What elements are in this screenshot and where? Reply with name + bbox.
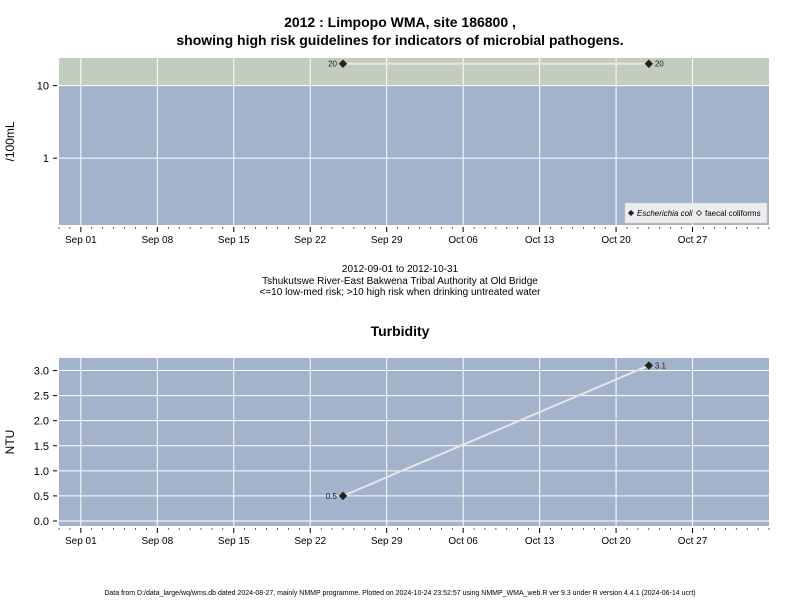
- x-tick-label: Sep 15: [218, 235, 250, 246]
- site-caption: Tshukutswe River-East Bakwena Tribal Aut…: [262, 276, 538, 287]
- data-point: [644, 59, 654, 68]
- x-tick-label: Oct 06: [448, 536, 478, 547]
- y-tick-label: 2.5: [34, 391, 49, 403]
- footer-note: Data from D:/data_large/wq/wms.db dated …: [104, 590, 696, 597]
- x-tick-label: Sep 29: [371, 235, 403, 246]
- data-point: [338, 491, 348, 501]
- x-tick-label: Oct 20: [601, 536, 631, 547]
- turbidity-title: Turbidity: [370, 323, 430, 339]
- microbial-chart: Sep 01 Sep 08 Sep 15 Sep 22 Sep 29 Oct 06 Oct …: [3, 58, 770, 246]
- x-tick-label: Oct 13: [525, 536, 555, 547]
- y-tick-label: 1.0: [34, 466, 49, 478]
- legend-marker: [627, 209, 635, 217]
- data-label: 3.1: [655, 362, 667, 371]
- y-tick-label: 3.0: [34, 366, 49, 378]
- series-line: [342, 364, 650, 497]
- x-tick-label: Sep 22: [294, 235, 326, 246]
- y-axis-label: /100mL: [3, 121, 17, 161]
- x-tick-label: Sep 08: [141, 536, 173, 547]
- x-tick-label: Oct 20: [601, 235, 631, 246]
- y-axis-label: NTU: [3, 430, 17, 455]
- x-tick-label: Oct 13: [525, 235, 555, 246]
- y-tick-label: 1: [43, 153, 49, 165]
- legend-entry: faecal coliforms: [705, 209, 761, 218]
- chart-title-line-2: showing high risk guidelines for indicat…: [176, 32, 624, 48]
- legend-marker: [695, 209, 703, 217]
- y-tick-label: 0.0: [34, 516, 49, 528]
- y-tick-label: 1.5: [34, 441, 49, 453]
- x-tick-label: Oct 06: [448, 235, 478, 246]
- date-range-caption: 2012-09-01 to 2012-10-31: [341, 264, 459, 275]
- y-tick-label: 10: [37, 81, 49, 93]
- risk-guideline-caption: <=10 low-med risk; >10 high risk when dr…: [259, 287, 541, 298]
- data-point: [644, 361, 654, 370]
- x-tick-label: Sep 01: [65, 536, 97, 547]
- legend-entry: Escherichia coli: [637, 209, 693, 218]
- chart-title-line-1: 2012 : Limpopo WMA, site 186800 ,: [284, 14, 516, 30]
- x-tick-label: Sep 08: [141, 235, 173, 246]
- x-tick-label: Sep 29: [371, 536, 403, 547]
- turbidity-chart: Sep 01 Sep 08 Sep 15 Sep 22 Sep 29 Oct 06 Oct …: [3, 358, 770, 547]
- x-tick-label: Sep 15: [218, 536, 250, 547]
- y-tick-label: 0.5: [34, 491, 49, 503]
- x-tick-label: Oct 27: [678, 235, 708, 246]
- data-label: 20: [655, 60, 664, 69]
- x-tick-label: Oct 27: [678, 536, 708, 547]
- data-point: [338, 59, 348, 68]
- y-tick-label: 2.0: [34, 416, 49, 428]
- x-tick-label: Sep 01: [65, 235, 97, 246]
- x-tick-label: Sep 22: [294, 536, 326, 547]
- data-label: 0.5: [326, 492, 338, 501]
- plot-panel: [59, 358, 769, 526]
- data-label: 20: [328, 60, 337, 69]
